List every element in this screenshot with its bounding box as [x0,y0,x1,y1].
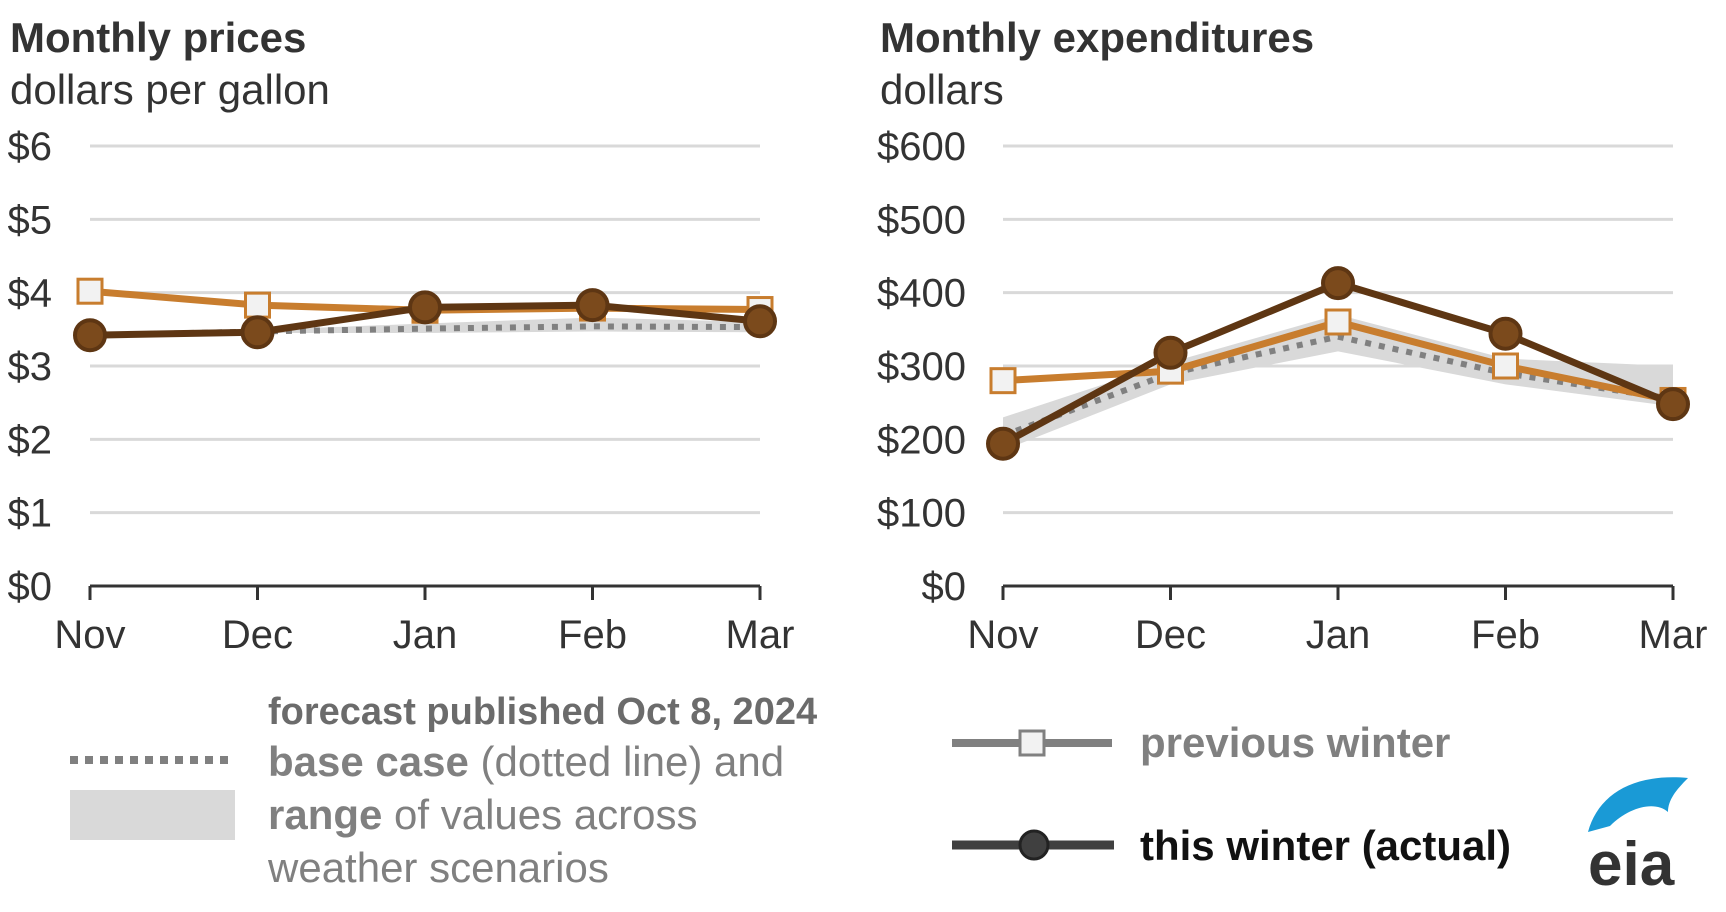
y-tick-label: $0 [8,565,53,609]
x-tick-label: Dec [1135,613,1206,657]
x-tick-label: Feb [558,613,627,657]
legend-previous-marker [1018,729,1046,757]
logo-text: eia [1588,830,1675,899]
legend-actual-marker [1018,829,1050,861]
eia-logo: eia [1588,777,1688,899]
x-tick-label: Dec [222,613,293,657]
y-tick-label: $600 [877,125,966,169]
this-winter-point [1321,266,1355,301]
legend-forecast-heading: forecast published Oct 8, 2024 [268,691,817,733]
this-winter-point [1488,316,1523,351]
x-tick-label: Nov [967,613,1038,657]
this-winter-point [1656,387,1690,422]
this-winter-line [1001,279,1675,447]
previous-winter-point [989,367,1017,395]
this-winter-point [73,318,107,353]
this-winter-point [575,288,610,323]
legend-range-line3: weather scenarios [267,844,609,891]
x-tick-label: Feb [1471,613,1540,657]
legend-base-case-line: base case (dotted line) and [268,738,784,785]
y-tick-label: $3 [8,345,53,389]
legend-range-rest: of values across [382,791,697,838]
x-tick-label: Jan [1306,613,1371,657]
legend-range-line: range of values across [268,791,698,838]
prices-title: Monthly prices [10,14,306,61]
base-case-line [1001,333,1674,439]
logo-arc-icon [1588,777,1688,832]
y-tick-label: $1 [8,492,53,536]
y-tick-label: $400 [877,272,966,316]
legend-base-case-rest: (dotted line) and [469,738,784,785]
previous-winter-point [1492,352,1519,380]
legend-actual-label: this winter (actual) [1140,822,1511,869]
x-tick-label: Jan [393,613,458,657]
prices-subtitle: dollars per gallon [10,66,330,113]
this-winter-point [986,426,1020,461]
x-tick-label: Mar [1639,613,1708,657]
y-tick-label: $6 [8,125,53,169]
legend-base-case-bold: base case [268,738,469,785]
series-legend: previous winter this winter (actual) [952,719,1511,869]
prices-panel: Monthly prices dollars per gallon $0 $1 $2… [8,14,795,657]
this-winter-point [408,290,442,325]
y-tick-label: $5 [8,198,53,242]
y-tick-label: $2 [8,418,53,462]
forecast-legend: forecast published Oct 8, 2024 base case… [70,691,817,891]
y-tick-label: $100 [877,492,966,536]
previous-winter-point [1324,308,1352,336]
this-winter-point [1153,335,1188,370]
this-winter-point [743,304,777,339]
y-tick-label: $200 [877,418,966,462]
expenditures-subtitle: dollars [880,66,1004,113]
legend-range-swatch [70,790,235,840]
y-tick-label: $0 [922,565,967,609]
legend-previous-label: previous winter [1140,719,1450,766]
x-tick-label: Nov [54,613,125,657]
this-winter-point [240,315,275,350]
y-tick-label: $500 [877,198,966,242]
y-tick-label: $300 [877,345,966,389]
legend-range-bold: range [268,791,382,838]
y-tick-label: $4 [8,272,53,316]
expenditures-panel: Monthly expenditures dollars $0 $100 $200 $… [877,14,1707,657]
forecast-range-band [1003,314,1673,451]
x-tick-label: Mar [726,613,795,657]
previous-winter-point [76,277,104,305]
expenditures-title: Monthly expenditures [880,14,1314,61]
previous-winter-point [244,291,271,319]
